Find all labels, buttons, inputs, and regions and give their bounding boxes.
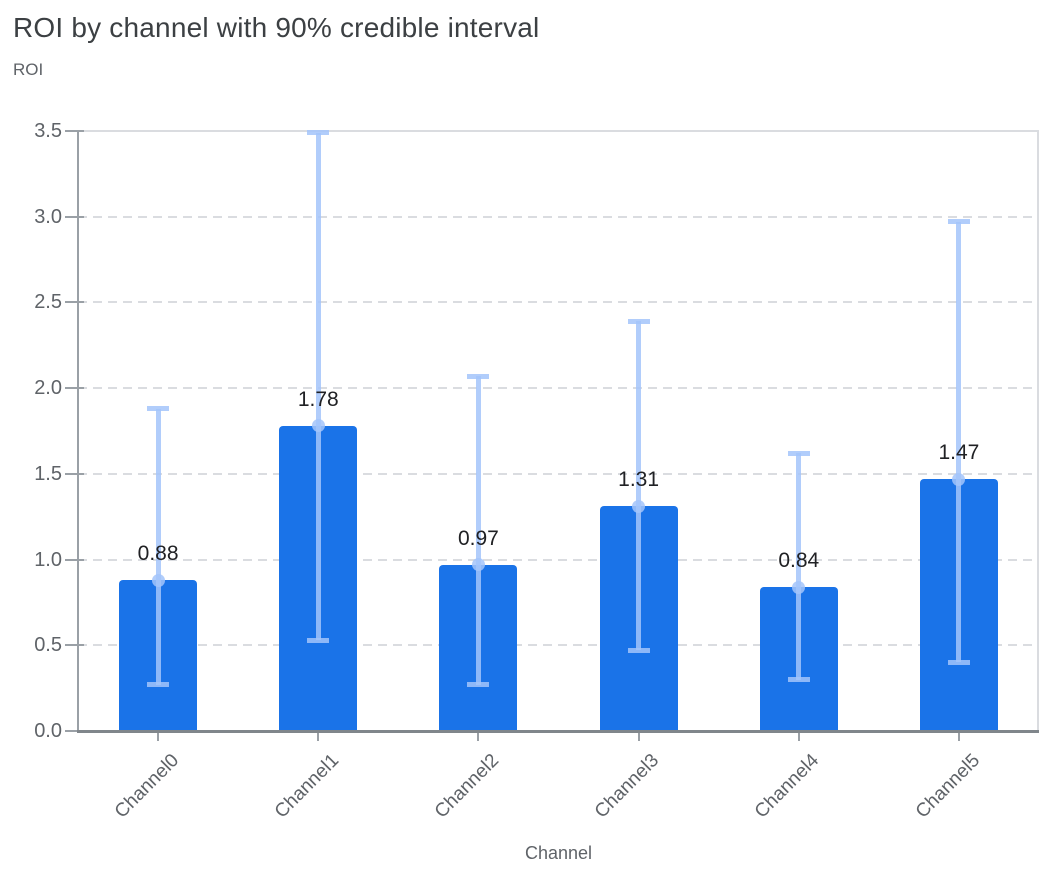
- y-tick-2.0: [65, 387, 84, 390]
- x-axis-line: [77, 730, 1039, 733]
- gridline-2.5: [78, 301, 1039, 304]
- data-label-channel3: 1.31: [618, 468, 660, 492]
- x-tick-channel1: [317, 733, 320, 741]
- y-axis-line: [77, 131, 79, 731]
- error-cap-upper-channel1: [307, 130, 330, 136]
- gridline-1.5: [78, 472, 1039, 475]
- error-cap-upper-channel2: [467, 373, 490, 379]
- x-tick-label-channel5: Channel5: [911, 750, 984, 823]
- error-cap-upper-channel0: [147, 406, 170, 412]
- error-cap-lower-channel3: [627, 647, 650, 653]
- error-cap-upper-channel4: [787, 450, 810, 456]
- x-tick-label-channel0: Channel0: [110, 750, 183, 823]
- error-bar-channel0: [155, 408, 161, 685]
- x-tick-channel0: [157, 733, 160, 741]
- y-tick-1.5: [65, 472, 84, 475]
- gridline-1.0: [78, 558, 1039, 561]
- y-tick-2.5: [65, 301, 84, 304]
- y-tick-label-3.5: 3.5: [34, 120, 62, 142]
- error-bar-channel5: [956, 221, 962, 663]
- data-label-channel4: 0.84: [778, 549, 820, 572]
- y-tick-3.5: [65, 130, 84, 132]
- data-label-channel1: 1.78: [297, 387, 339, 411]
- x-tick-channel3: [637, 733, 640, 741]
- data-label-channel2: 0.97: [457, 526, 499, 550]
- y-tick-3.0: [65, 215, 84, 218]
- y-tick-0.0: [65, 730, 84, 732]
- y-tick-label-0.5: 0.5: [34, 634, 62, 657]
- error-cap-lower-channel1: [307, 637, 330, 643]
- data-label-channel0: 0.88: [137, 542, 179, 566]
- error-bar-channel3: [636, 321, 642, 651]
- error-cap-upper-channel3: [627, 318, 650, 324]
- y-tick-label-1.0: 1.0: [34, 548, 62, 571]
- error-cap-lower-channel2: [467, 682, 490, 688]
- x-tick-channel4: [797, 733, 800, 741]
- y-tick-label-0.0: 0.0: [34, 720, 62, 742]
- x-tick-label-channel4: Channel4: [751, 750, 824, 823]
- error-cap-lower-channel0: [147, 682, 170, 688]
- y-tick-0.5: [65, 644, 84, 647]
- x-tick-label-channel2: Channel2: [430, 750, 504, 823]
- gridline-3.0: [78, 215, 1039, 218]
- x-axis-title: Channel: [524, 843, 593, 863]
- error-cap-lower-channel5: [947, 659, 970, 665]
- chart-title: ROI by channel with 90% credible interva…: [13, 12, 540, 43]
- y-tick-label-2.0: 2.0: [34, 377, 62, 400]
- x-tick-label-channel3: Channel3: [591, 750, 664, 823]
- error-cap-upper-channel5: [947, 219, 970, 225]
- error-bar-channel4: [796, 453, 802, 680]
- x-tick-channel5: [957, 733, 960, 741]
- error-bar-channel2: [475, 376, 481, 685]
- x-tick-channel2: [477, 733, 480, 741]
- y-tick-label-3.0: 3.0: [34, 205, 62, 228]
- y-tick-label-1.5: 1.5: [34, 462, 62, 485]
- gridline-3.5: [78, 130, 1039, 132]
- gridline-0.5: [78, 644, 1039, 647]
- error-bar-channel1: [315, 132, 321, 641]
- plot-right-border: [1037, 131, 1039, 731]
- gridline-2.0: [78, 387, 1039, 390]
- y-tick-label-2.5: 2.5: [34, 291, 62, 314]
- y-tick-1.0: [65, 558, 84, 561]
- data-label-channel5: 1.47: [938, 441, 980, 464]
- error-cap-lower-channel4: [787, 677, 810, 683]
- x-tick-label-channel1: Channel1: [270, 750, 344, 823]
- y-axis-title: ROI: [13, 60, 44, 79]
